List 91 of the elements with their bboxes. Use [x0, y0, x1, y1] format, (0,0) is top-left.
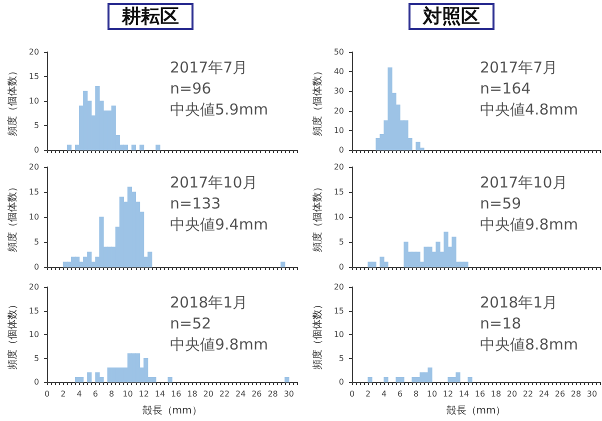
x-tick-label: 4: [381, 390, 387, 398]
y-axis-title: 頻度（個体数）: [311, 182, 324, 252]
y-tick-label: 5: [34, 238, 40, 246]
chart-title: 対照区: [422, 6, 480, 28]
y-tick-label: 15: [28, 72, 40, 81]
y-tick-label: 10: [334, 212, 344, 222]
annotation: n=59: [480, 194, 522, 212]
x-tick-label: 8: [109, 390, 114, 398]
x-tick-label: 4: [76, 390, 82, 398]
x-tick-label: 18: [490, 390, 502, 398]
y-tick-label: 20: [28, 48, 40, 56]
y-tick-label: 15: [334, 188, 344, 196]
x-axis-title: 殻長（mm）: [446, 404, 506, 416]
y-tick-label: 0: [338, 378, 344, 386]
y-tick-label: 0: [34, 146, 40, 154]
y-tick-label: 20: [28, 162, 40, 172]
y-tick-label: 5: [338, 354, 344, 363]
x-tick-label: 30: [586, 390, 598, 398]
x-tick-label: 26: [554, 390, 566, 398]
x-tick-label: 10: [426, 390, 438, 398]
y-tick-label: 5: [338, 238, 344, 246]
x-tick-label: 24: [538, 390, 550, 398]
y-tick-label: 15: [334, 306, 344, 316]
x-tick-label: 12: [138, 390, 149, 398]
annotation: 中央値5.9mm: [170, 100, 268, 118]
x-tick-label: 0: [44, 390, 50, 398]
annotation: 中央値4.8mm: [480, 100, 578, 118]
annotation: 2018年1月: [170, 294, 248, 312]
y-tick-label: 10: [28, 96, 40, 106]
x-tick-label: 20: [506, 390, 518, 398]
annotation: 中央値9.8mm: [170, 336, 268, 354]
x-axis-title: 殻長（mm）: [142, 404, 202, 416]
x-tick-label: 14: [154, 390, 166, 398]
x-tick-label: 28: [268, 390, 278, 398]
x-tick-label: 28: [570, 390, 582, 398]
x-tick-label: 14: [458, 390, 470, 398]
x-tick-label: 24: [235, 390, 246, 398]
y-tick-label: 20: [334, 282, 344, 292]
annotation: 中央値9.8mm: [480, 216, 578, 234]
y-tick-label: 10: [334, 330, 344, 339]
x-tick-label: 18: [187, 390, 198, 398]
y-axis-title: 頻度（個体数）: [311, 66, 324, 136]
y-tick-label: 0: [338, 262, 344, 272]
x-tick-label: 2: [60, 390, 66, 398]
x-tick-label: 16: [474, 390, 486, 398]
annotation: n=52: [170, 314, 212, 332]
annotation: n=133: [170, 194, 221, 212]
annotation: n=96: [170, 80, 212, 98]
y-axis-title: 頻度（個体数）: [6, 300, 18, 370]
y-tick-label: 5: [34, 121, 40, 130]
y-tick-label: 5: [34, 354, 40, 363]
annotation: 中央値9.4mm: [170, 216, 268, 234]
y-tick-label: 10: [28, 330, 40, 339]
y-tick-label: 20: [334, 162, 344, 172]
y-tick-label: 10: [334, 126, 344, 135]
x-tick-label: 22: [522, 390, 534, 398]
annotation: 2017年7月: [480, 58, 558, 76]
x-tick-label: 20: [203, 390, 214, 398]
y-tick-label: 15: [28, 306, 40, 316]
annotation: 中央値8.8mm: [480, 336, 578, 354]
x-tick-label: 6: [92, 390, 98, 398]
annotation: 2017年7月: [170, 58, 248, 76]
x-tick-label: 22: [219, 390, 230, 398]
y-tick-label: 40: [334, 67, 344, 76]
annotation: n=18: [480, 314, 522, 332]
y-tick-label: 20: [334, 106, 344, 116]
x-tick-label: 2: [365, 390, 371, 398]
y-axis-title: 頻度（個体数）: [6, 182, 18, 252]
y-tick-label: 30: [334, 86, 344, 96]
x-tick-label: 26: [252, 390, 262, 398]
chart-title: 耕耘区: [121, 6, 179, 28]
y-axis-title: 頻度（個体数）: [311, 300, 324, 370]
x-tick-label: 16: [170, 390, 182, 398]
x-tick-label: 0: [349, 390, 355, 398]
x-tick-label: 30: [284, 390, 294, 398]
y-tick-label: 0: [338, 146, 344, 154]
y-tick-label: 50: [334, 48, 344, 56]
y-axis-title: 頻度（個体数）: [6, 66, 18, 136]
annotation: 2017年10月: [480, 174, 568, 192]
annotation: 2018年1月: [480, 294, 558, 312]
annotation: 2017年10月: [170, 174, 258, 192]
x-tick-label: 10: [122, 390, 133, 398]
y-tick-label: 0: [34, 378, 40, 386]
y-tick-label: 10: [28, 212, 40, 222]
x-tick-label: 8: [413, 390, 419, 398]
y-tick-label: 0: [34, 262, 40, 272]
x-tick-label: 6: [397, 390, 403, 398]
x-tick-label: 12: [442, 390, 454, 398]
annotation: n=164: [480, 80, 531, 98]
y-tick-label: 20: [28, 282, 40, 292]
y-tick-label: 15: [28, 188, 40, 196]
